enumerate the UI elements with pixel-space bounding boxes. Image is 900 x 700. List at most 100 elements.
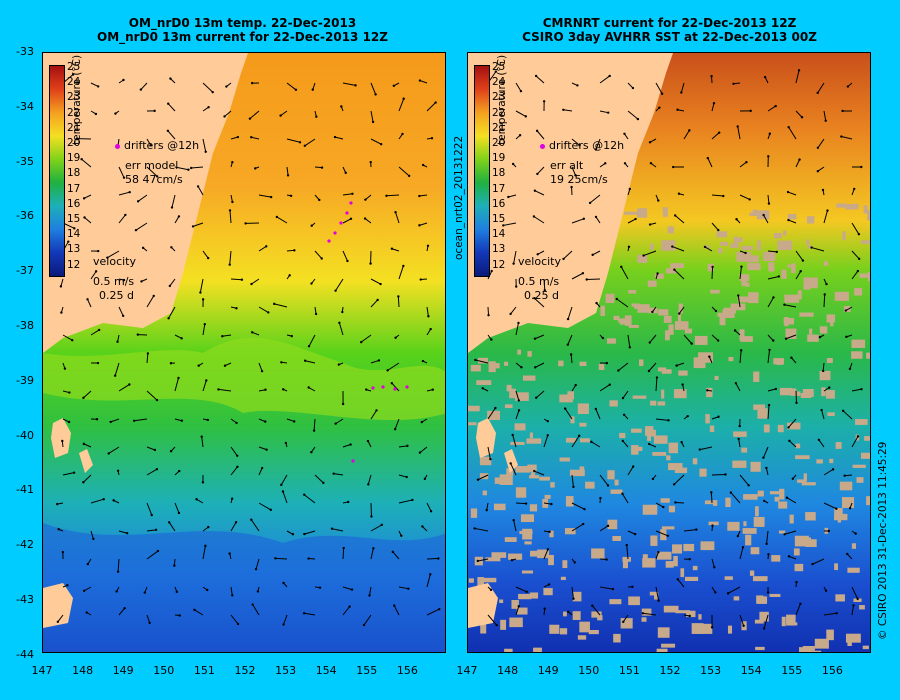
vector-head <box>576 84 579 87</box>
vector-head <box>671 165 675 169</box>
vector-head <box>402 97 405 100</box>
colorbar-tick: 22 <box>67 106 81 119</box>
vector-head <box>816 146 820 150</box>
cloud-pixel <box>658 367 667 372</box>
vector-head <box>582 522 585 526</box>
current-vector <box>487 407 496 420</box>
cloud-pixel <box>661 369 672 374</box>
cloud-pixel <box>529 504 538 512</box>
vector-head <box>298 141 302 144</box>
cloud-pixel <box>699 623 713 634</box>
vector-head <box>201 481 205 484</box>
vector-head <box>606 524 610 528</box>
vector-head <box>204 150 207 153</box>
vector-head <box>359 340 363 344</box>
current-vector <box>622 614 629 623</box>
vector-head <box>60 311 63 314</box>
cloud-pixel <box>807 245 813 249</box>
current-vector <box>513 520 517 532</box>
vector-head <box>533 297 536 300</box>
vector-head <box>231 594 234 597</box>
current-vector <box>788 219 797 224</box>
current-vector <box>795 70 800 84</box>
vector-head <box>124 213 127 217</box>
cloud-pixel <box>606 338 616 344</box>
current-vector <box>258 362 263 372</box>
colorbar-tick: 15 <box>67 213 81 225</box>
current-vector <box>202 324 206 336</box>
velocity-scale: 0.5 m/s <box>518 275 560 288</box>
cloud-pixel <box>509 617 523 628</box>
current-vector <box>739 614 745 626</box>
current-vector <box>599 586 613 590</box>
cloud-pixel <box>781 616 786 627</box>
cloud-pixel <box>773 233 782 239</box>
vector-head <box>197 364 200 367</box>
cloud-pixel <box>549 624 560 634</box>
cloud-pixel <box>710 289 720 294</box>
cloud-pixel <box>750 547 760 555</box>
vector-head <box>250 136 253 139</box>
vector-head <box>350 588 354 591</box>
current-vector <box>487 446 491 460</box>
cloud-pixel <box>745 282 750 287</box>
cloud-pixel <box>641 608 652 616</box>
cloud-pixel <box>506 384 512 392</box>
right-title-line2: CSIRO 3day AVHRR SST at 22-Dec-2013 00Z <box>522 30 817 44</box>
vector-head <box>787 218 790 222</box>
current-vector <box>222 334 232 337</box>
vector-head <box>736 125 739 128</box>
cloud-pixel <box>579 422 587 427</box>
vector-head <box>681 383 684 386</box>
vector-head <box>533 189 537 192</box>
vector-head <box>767 403 771 407</box>
vector-head <box>322 481 325 485</box>
latitude-tick: -41 <box>16 483 34 497</box>
cloud-pixel <box>781 269 787 279</box>
current-vector <box>57 614 64 623</box>
model-temperature-map[interactable]: 25 24 23 22 21 20 19 18 17 16 15 14 13 12 temperature… <box>42 52 446 653</box>
vector-head <box>228 209 232 212</box>
cloud-pixel <box>847 567 860 573</box>
current-vector <box>711 194 724 197</box>
current-vector <box>365 194 372 201</box>
vector-head <box>494 406 497 410</box>
vector-head <box>153 448 157 452</box>
current-vector <box>370 524 383 532</box>
cloud-pixel <box>799 312 814 317</box>
vector-head <box>810 246 813 249</box>
vector-head <box>206 588 209 592</box>
cloud-pixel <box>700 541 715 551</box>
vector-head <box>230 497 234 500</box>
vector-head <box>311 88 314 91</box>
cloud-pixel <box>577 635 587 640</box>
vector-head <box>775 250 778 254</box>
cloud-pixel <box>786 622 798 626</box>
vector-head <box>524 502 528 505</box>
cloud-pixel <box>734 236 738 245</box>
vector-head <box>774 387 778 391</box>
vector-head <box>282 388 285 391</box>
vector-head <box>334 422 337 425</box>
vector-head <box>156 549 160 553</box>
vector-head <box>490 338 493 341</box>
vector-head <box>594 215 598 219</box>
vector-head <box>347 500 350 504</box>
current-vector <box>391 248 400 252</box>
vector-head <box>85 611 88 614</box>
vector-head <box>341 310 344 314</box>
vector-head <box>856 435 860 438</box>
satellite-sst-map[interactable]: 25 24 23 22 21 20 19 18 17 16 15 14 13 12 temperature… <box>467 52 871 653</box>
current-vector <box>230 466 238 476</box>
vector-head <box>795 580 798 584</box>
current-vector <box>283 614 288 625</box>
current-vector <box>567 334 573 345</box>
cloud-pixel <box>591 548 605 559</box>
vector-head <box>195 498 198 501</box>
vector-head <box>180 337 183 340</box>
cloud-pixel <box>741 278 747 287</box>
cloud-pixel <box>657 401 666 406</box>
vector-head <box>338 321 341 324</box>
cloud-pixel <box>613 315 620 321</box>
vector-head <box>341 402 345 406</box>
